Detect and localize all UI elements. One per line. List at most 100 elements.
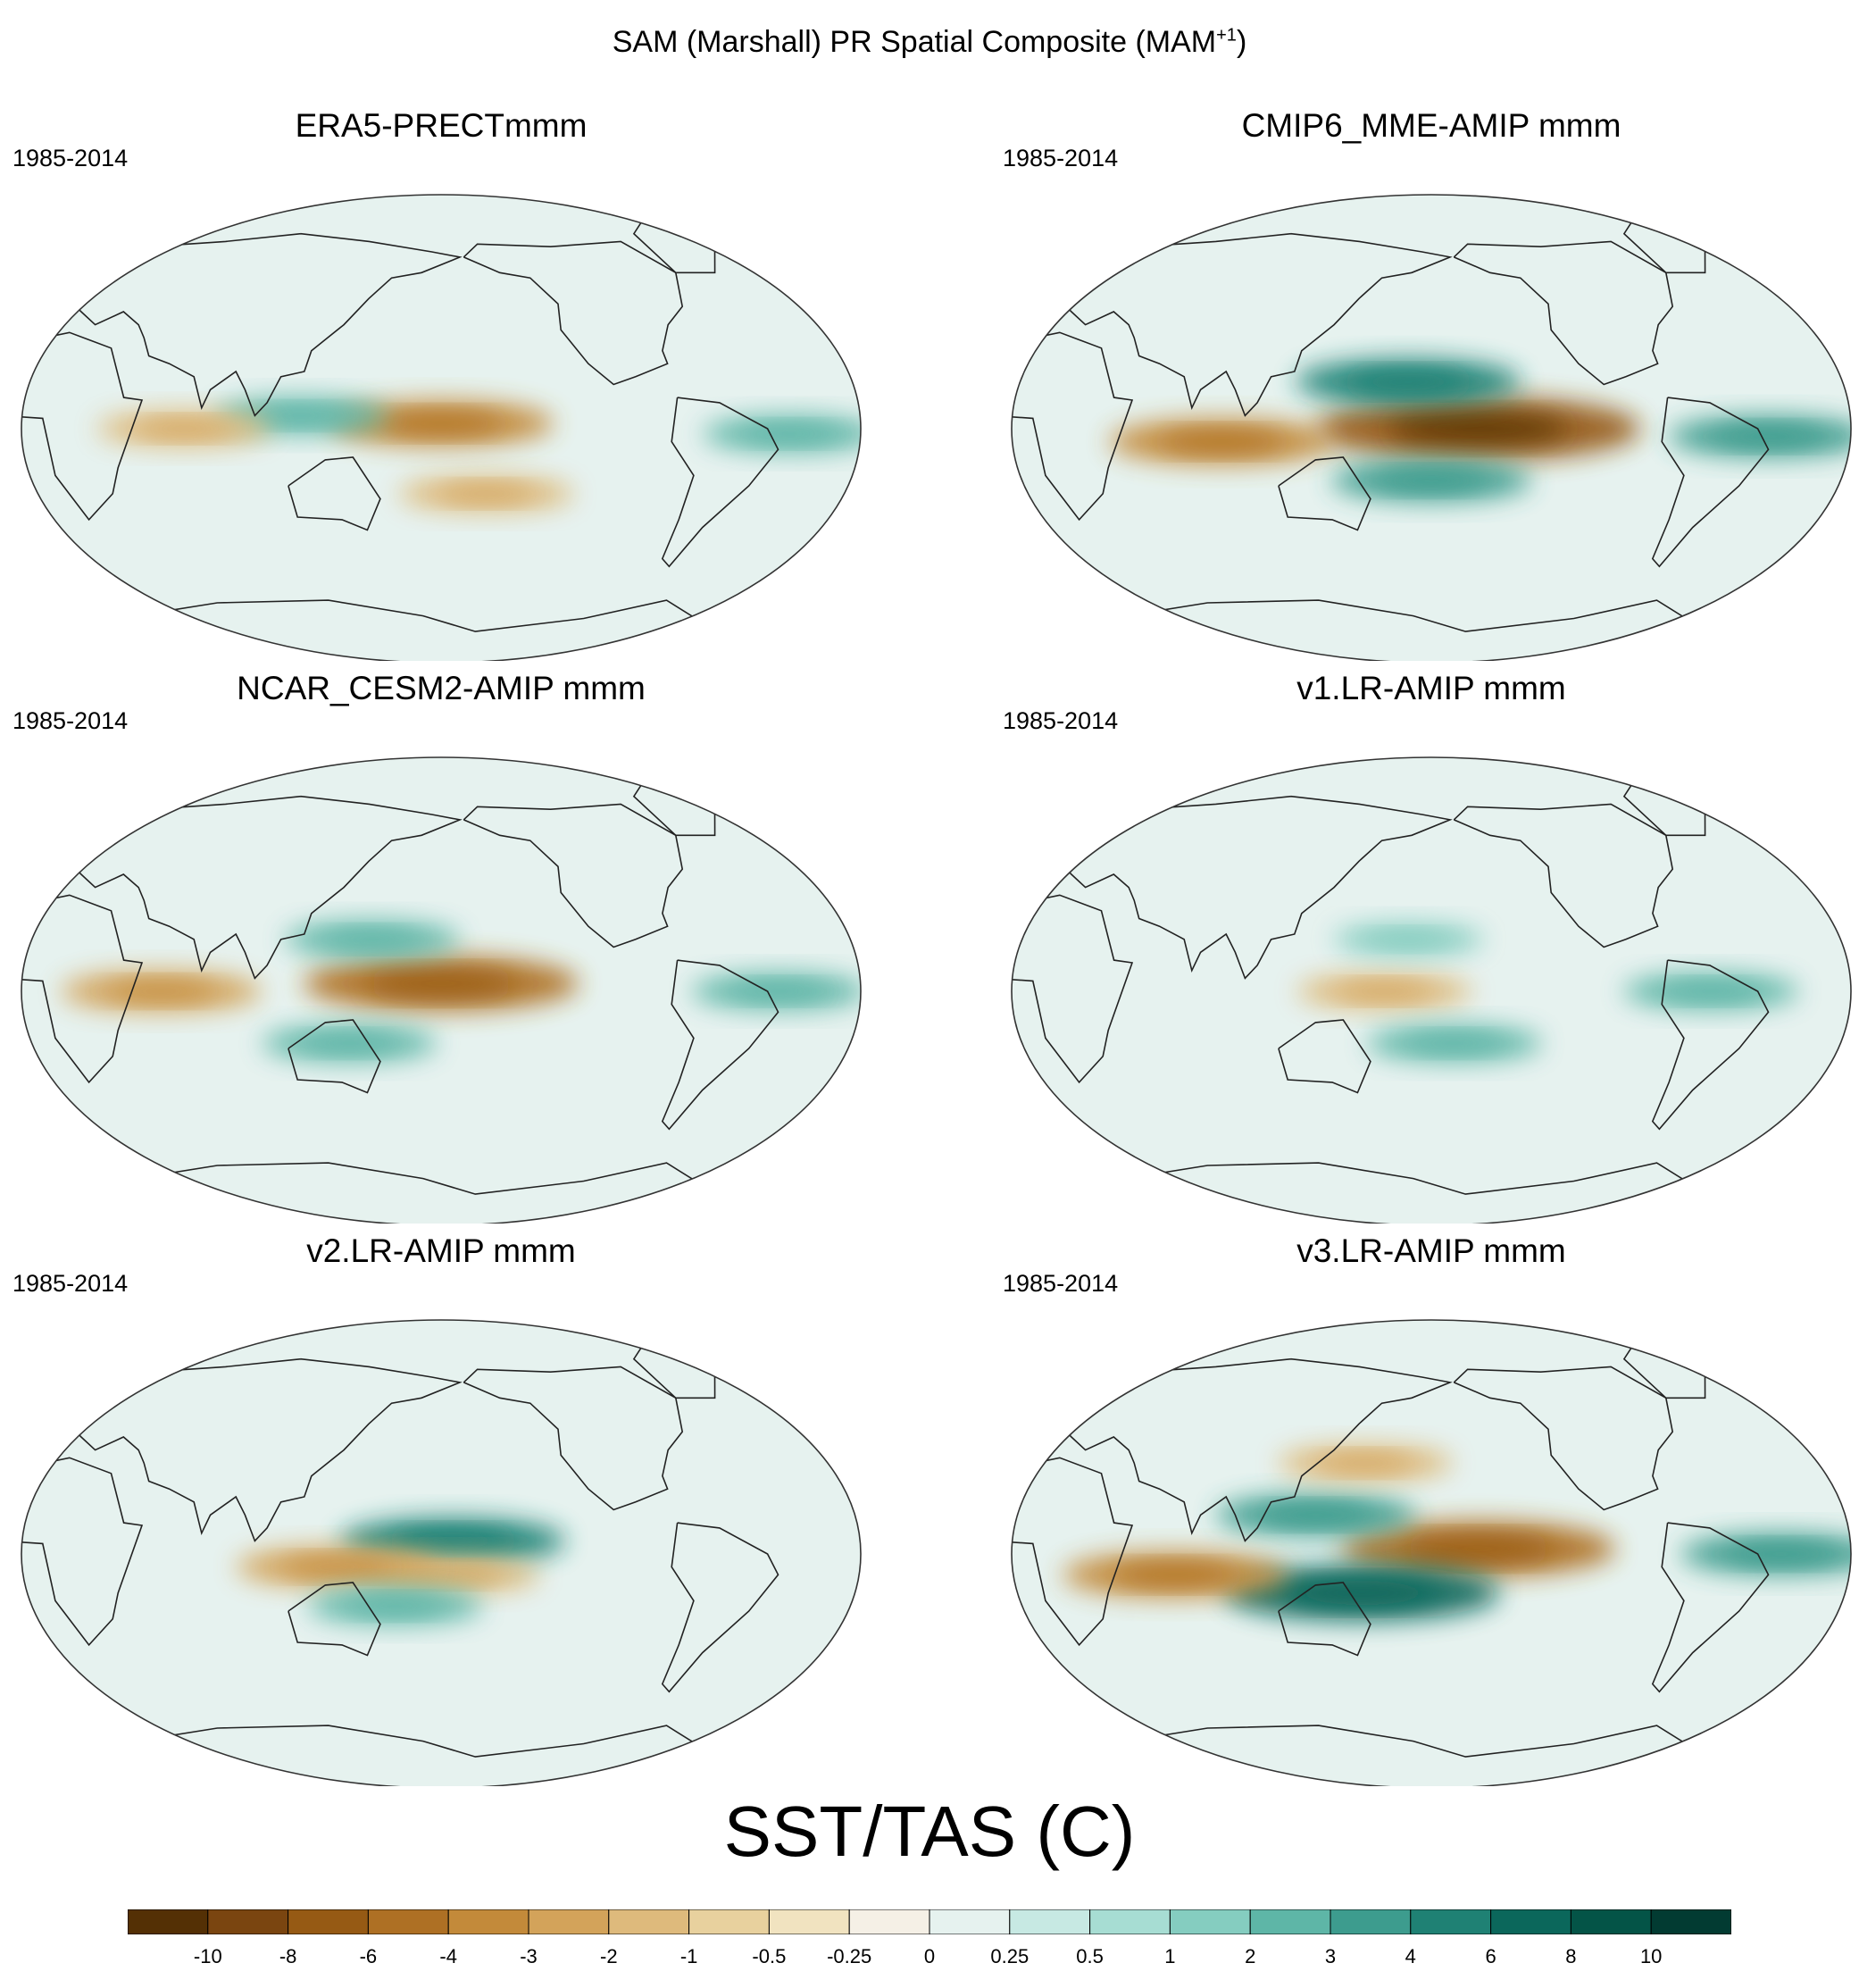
coastline [1012,331,1134,522]
coastline [21,1457,144,1647]
colorbar-tick-label: -6 [359,1945,378,1967]
panel-title: NCAR_CESM2-AMIP mmm [237,670,646,706]
map-v1 [1011,756,1852,1224]
coastline [1012,1457,1134,1647]
anomaly-core [438,485,535,503]
colorbar-tick-label: 0.5 [1076,1945,1104,1967]
anomaly-core [1159,430,1284,453]
panel-title: v3.LR-AMIP mmm [1296,1232,1566,1269]
colorbar-segment [528,1909,610,1934]
colorbar-tick-label: -0.25 [827,1945,872,1967]
map-border [21,756,862,1224]
colorbar-segment [288,1909,369,1934]
coastline [288,456,381,531]
coastline [288,1582,381,1657]
colorbar-tick-label: -1 [679,1945,698,1967]
anomaly-core [1261,1505,1371,1524]
colorbar-segment [1169,1909,1251,1934]
colorbar-segment [128,1909,209,1934]
colorbar-tick-label: -3 [520,1945,538,1967]
panel-cesm2: NCAR_CESM2-AMIP mmm 1985-2014 [13,670,870,1224]
coastline [21,894,144,1084]
map-border [1011,194,1852,661]
figure-title: SAM (Marshall) PR Spatial Composite (MAM… [612,25,1247,59]
colorbar-tick-label: 3 [1324,1945,1337,1967]
colorbar-segment [1249,1909,1331,1934]
colorbar-segment [367,1909,449,1934]
panel-v2: v2.LR-AMIP mmm 1985-2014 [13,1232,870,1786]
panel-title: v2.LR-AMIP mmm [306,1232,576,1269]
anomaly-core [1388,413,1568,444]
map-border [1011,1319,1852,1786]
coastline [661,1522,779,1693]
coastline [1651,1522,1770,1693]
colorbar-segment [688,1909,770,1934]
coastline [1651,397,1770,568]
anomaly-core [1317,1454,1413,1472]
anomaly-core [1713,427,1825,447]
coastline [1278,1582,1371,1657]
anomaly-core [1346,371,1471,393]
anomaly-core [281,1557,392,1577]
colorbar-tick-label: -10 [193,1945,222,1967]
coastline [1453,1366,1674,1511]
colorbar-segment [768,1909,850,1934]
map-cmip6 [1011,194,1852,661]
coastline [288,1019,381,1094]
panel-period: 1985-2014 [1003,1270,1119,1297]
colorbar-tick-label: 2 [1245,1945,1256,1967]
colorbar-segment [1490,1909,1571,1934]
coastline [463,1366,684,1511]
map-border [21,194,862,661]
anomaly-core [1402,1536,1554,1562]
panel-period: 1985-2014 [13,1270,129,1297]
colorbar-segment [207,1909,289,1934]
anomaly-core [301,1034,398,1052]
anomaly-core [1113,1564,1238,1585]
anomaly-core [390,1530,515,1552]
anomaly-core [365,971,517,997]
map-era5 [21,194,862,661]
coastline [661,959,779,1131]
colorbar-tick-label: 0.25 [990,1945,1030,1967]
colorbar-segment [1570,1909,1652,1934]
anomaly-core [1286,1580,1438,1606]
map-v3 [1011,1319,1852,1786]
panel-period: 1985-2014 [13,145,129,171]
coastline [661,397,779,568]
colorbar-segment [1650,1909,1731,1934]
anomaly-core [379,413,504,434]
colorbar-segment [1330,1909,1412,1934]
panel-title: CMIP6_MME-AMIP mmm [1241,107,1621,144]
coastline [463,803,684,948]
colorbar-tick-label: 1 [1164,1945,1176,1967]
anomaly-core [1663,982,1760,1000]
colorbar-ticks: -10 -8 -6 -4 -3 -2 -1 -0.5 -0.25 0 0.25 0.5 1 2 3 4 6 8 10 [0,1945,1859,1972]
anomaly-core [253,406,350,424]
anomaly-core [1367,931,1450,948]
anomaly-core [136,420,233,438]
colorbar-segment [929,1909,1011,1934]
panel-title: ERA5-PRECTmmm [295,107,588,144]
panel-era5: ERA5-PRECTmmm 1985-2014 [13,107,870,661]
colorbar-tick-label: -2 [600,1945,618,1967]
colorbar [128,1909,1731,1934]
colorbar-tick-label: -4 [439,1945,457,1967]
coastline [463,240,684,386]
anomaly-core [346,1597,444,1615]
colorbar-tick-label: 6 [1485,1945,1496,1967]
panel-title: v1.LR-AMIP mmm [1296,670,1566,706]
panel-v3: v3.LR-AMIP mmm 1985-2014 [1003,1232,1859,1786]
map-cesm2 [21,756,862,1224]
anomaly-core [1336,982,1433,1000]
colorbar-tick-label: 4 [1405,1945,1416,1967]
panel-period: 1985-2014 [13,707,129,734]
coastline [1012,894,1134,1084]
anomaly-core [324,931,421,948]
anomaly-core [730,982,828,1000]
map-v2 [21,1319,862,1786]
coastline [1278,456,1371,531]
coastline [1651,959,1770,1131]
map-border [1011,756,1852,1224]
coastline [1453,803,1674,948]
